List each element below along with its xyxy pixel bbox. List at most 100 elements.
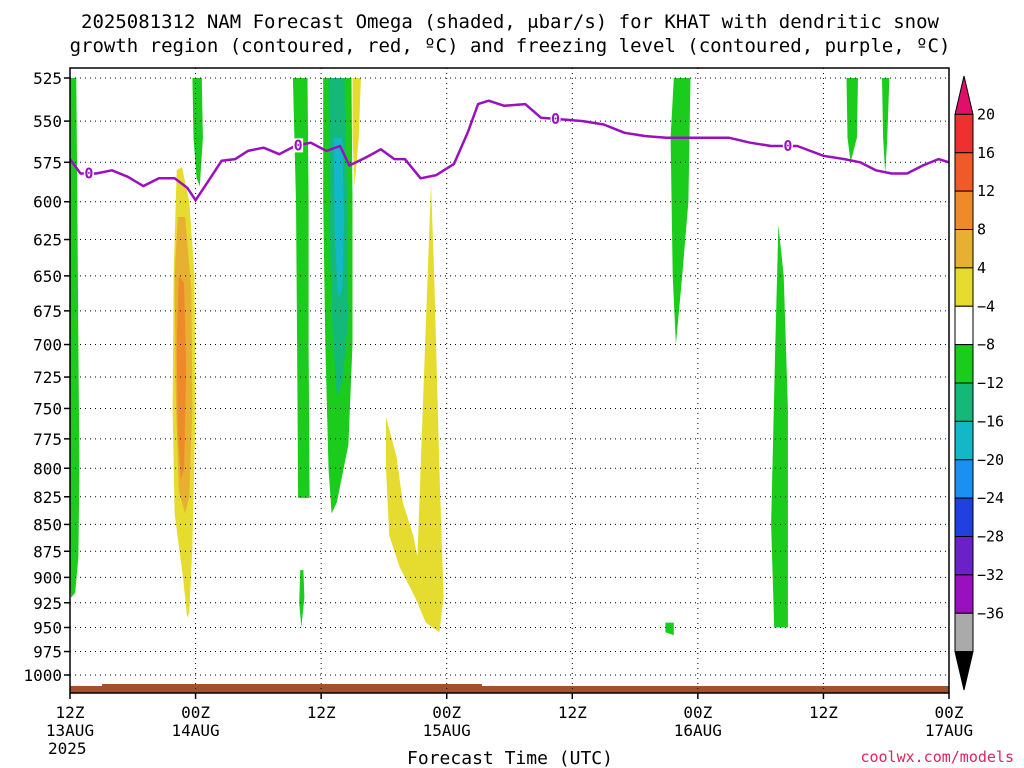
ground-band (70, 686, 949, 693)
y-tick-label: 875 (33, 542, 62, 561)
freezing-level-line (70, 99, 949, 202)
freezing-level-label: 0 (294, 136, 303, 154)
colorbar-label: 12 (977, 182, 995, 200)
freezing-label-bg (782, 139, 793, 154)
x-tick-label: 12Z (558, 703, 587, 722)
colorbar-label: 4 (977, 259, 986, 277)
colorbar-swatch (954, 305, 974, 346)
omega-region-10 (352, 78, 361, 187)
colorbar-label: −36 (977, 604, 1004, 622)
x-tick-label: 00Z (935, 703, 964, 722)
ground-band-bump (102, 684, 482, 687)
omega-shading (70, 78, 890, 636)
y-tick-label: 1000 (23, 666, 62, 685)
freezing-level-label: 0 (783, 137, 792, 155)
x-axis-title: Forecast Time (UTC) (407, 748, 613, 768)
x-tick-label: 13AUG (46, 721, 94, 740)
omega-region-15 (846, 78, 858, 163)
y-axis-ticks: 525 550 575 600 625 650 675 700 725 750 775 800 825 8… (23, 69, 70, 685)
freezing-level-label: 0 (84, 164, 93, 182)
x-tick-label: 15AUG (423, 721, 471, 740)
y-tick-label: 625 (33, 231, 62, 250)
x-tick-label: 17AUG (925, 721, 973, 740)
y-tick-label: 825 (33, 488, 62, 507)
colorbar-label: −32 (977, 566, 1004, 584)
y-tick-label: 800 (33, 459, 62, 478)
plot-frame (69, 67, 950, 694)
omega-region-4 (176, 275, 187, 480)
omega-region-12 (670, 78, 691, 345)
y-tick-label: 600 (33, 193, 62, 212)
y-tick-label: 925 (33, 594, 62, 613)
y-tick-label: 575 (33, 153, 62, 172)
y-tick-label: 850 (33, 515, 62, 534)
colorbar-swatch (954, 420, 974, 461)
colorbar-swatch (954, 382, 974, 422)
x-tick-label: 00Z (432, 703, 461, 722)
colorbar-swatch (954, 190, 974, 230)
y-tick-label: 750 (33, 399, 62, 418)
y-tick-label: 975 (33, 643, 62, 662)
colorbar-label: −4 (977, 297, 995, 315)
colorbar-label: −28 (977, 528, 1004, 546)
colorbar-label: −24 (977, 489, 1004, 507)
y-tick-label: 725 (33, 368, 62, 387)
omega-region-14 (771, 224, 788, 628)
freezing-level-label: 0 (551, 110, 560, 128)
x-tick-label: 16AUG (674, 721, 722, 740)
colorbar-label: 8 (977, 221, 986, 239)
chart-title-line1: 2025081312 NAM Forecast Omega (shaded, μ… (81, 11, 939, 33)
x-tick-label: 00Z (683, 703, 712, 722)
freezing-level-contour: 0 0 0 0 (70, 99, 949, 202)
y-tick-label: 525 (33, 69, 62, 88)
colorbar-label: −20 (977, 451, 1004, 469)
x-tick-label: 12Z (307, 703, 336, 722)
freezing-label-bg (293, 138, 304, 153)
omega-region-1 (192, 78, 203, 187)
ground-strip (70, 684, 949, 693)
x-tick-label: 12Z (809, 703, 838, 722)
omega-region-16 (882, 78, 890, 174)
colorbar-label: −16 (977, 412, 1004, 430)
y-tick-label: 675 (33, 302, 62, 321)
plot-area (70, 68, 949, 693)
colorbar-label: −12 (977, 374, 1004, 392)
colorbar-label: 16 (977, 144, 995, 162)
credit-text: coolwx.com/models (860, 748, 1014, 766)
y-tick-label: 775 (33, 430, 62, 449)
y-tick-label: 650 (33, 267, 62, 286)
colorbar-label: −8 (977, 336, 995, 354)
colorbar-top-arrow (954, 75, 974, 115)
y-tick-label: 900 (33, 568, 62, 587)
omega-region-0 (70, 78, 80, 598)
y-tick-label: 700 (33, 336, 62, 355)
colorbar-swatch (954, 344, 974, 384)
colorbar-swatch (954, 536, 974, 576)
chart-title-line2: growth region (contoured, red, ºC) and f… (70, 35, 951, 57)
omega-region-13 (665, 622, 674, 636)
omega-region-5 (292, 78, 310, 498)
colorbar: 20 16 12 8 4 −4 −8 −12 −16 −20 −24 −28 −32 −36 (954, 75, 1004, 691)
omega-region-6 (299, 570, 305, 628)
colorbar-swatch (954, 229, 974, 269)
y-tick-label: 950 (33, 618, 62, 637)
colorbar-bottom-arrow (954, 651, 974, 691)
colorbar-label: 20 (977, 105, 995, 123)
x-tick-label: 00Z (181, 703, 210, 722)
colorbar-swatch (954, 152, 974, 192)
omega-region-11 (386, 183, 444, 633)
x-tick-label: 12Z (56, 703, 85, 722)
colorbar-swatch (954, 459, 974, 499)
colorbar-swatch (954, 574, 974, 614)
colorbar-swatch (954, 267, 974, 307)
y-tick-label: 550 (33, 112, 62, 131)
colorbar-swatch (954, 497, 974, 537)
colorbar-swatch (954, 113, 974, 154)
omega-region-9 (333, 137, 345, 297)
freezing-label-bg (83, 166, 94, 181)
x-tick-label: 2025 (48, 739, 87, 758)
freezing-label-bg (550, 111, 561, 126)
colorbar-swatch (954, 612, 974, 653)
